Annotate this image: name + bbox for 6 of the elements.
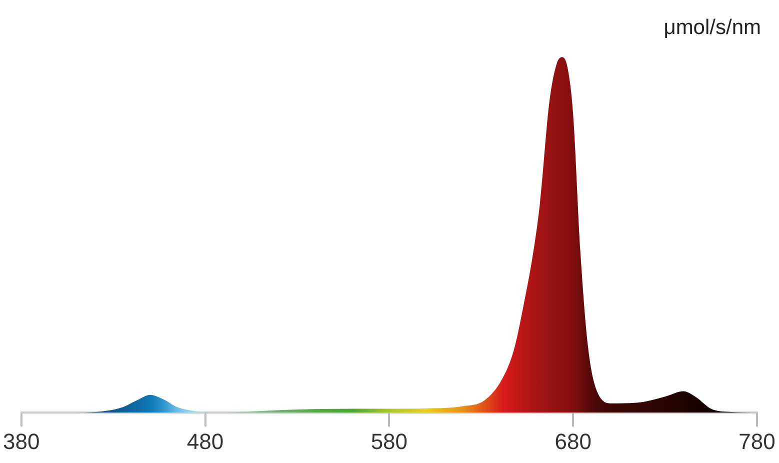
x-tick-label: 580: [370, 428, 408, 454]
x-tick-label: 480: [186, 428, 224, 454]
x-tick-label: 680: [554, 428, 592, 454]
x-tick-label: 380: [2, 428, 40, 454]
x-tick-label: 780: [738, 428, 776, 454]
y-axis-title: μmol/s/nm: [664, 16, 761, 40]
